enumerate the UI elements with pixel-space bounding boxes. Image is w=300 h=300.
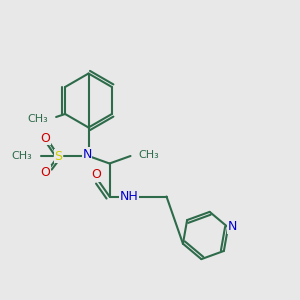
Text: N: N bbox=[227, 220, 237, 233]
Text: O: O bbox=[91, 168, 101, 182]
Text: CH₃: CH₃ bbox=[138, 149, 159, 160]
Text: CH₃: CH₃ bbox=[12, 151, 32, 161]
Text: S: S bbox=[55, 149, 62, 163]
Text: NH: NH bbox=[120, 190, 138, 203]
Text: O: O bbox=[40, 131, 50, 145]
Text: CH₃: CH₃ bbox=[28, 113, 49, 124]
Text: O: O bbox=[40, 166, 50, 179]
Text: N: N bbox=[82, 148, 92, 161]
